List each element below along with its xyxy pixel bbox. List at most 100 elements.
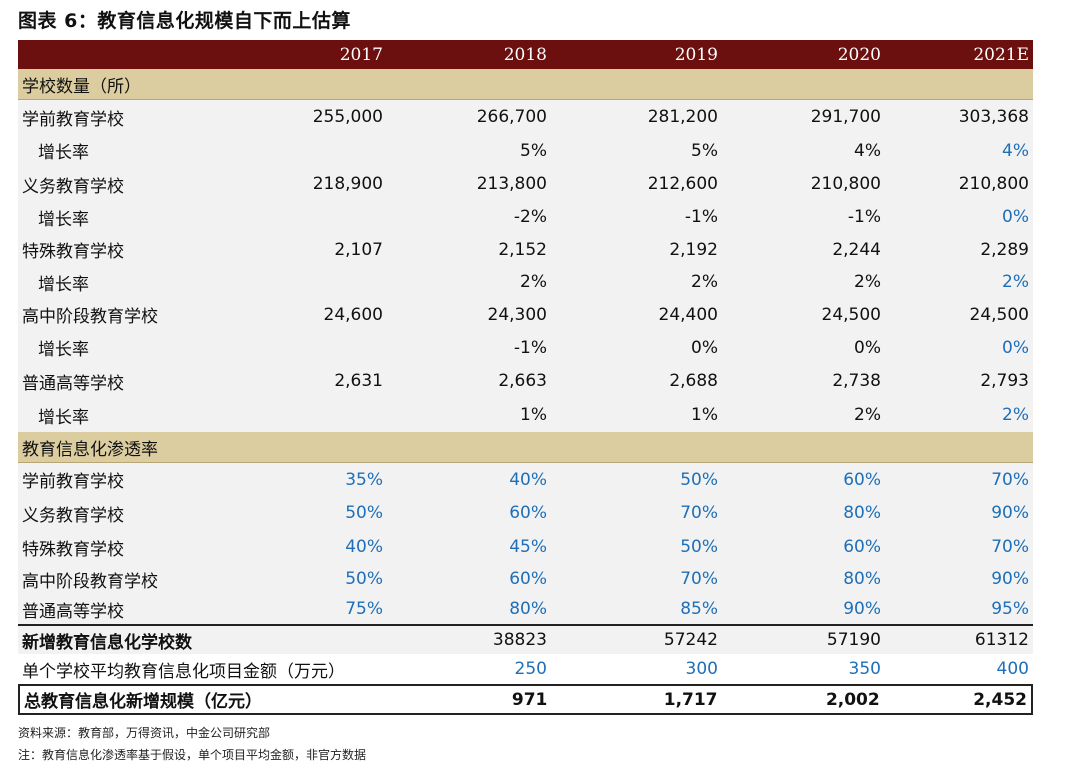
table-cell: 2,688	[669, 371, 718, 391]
header-cell: 2018	[503, 44, 547, 65]
table-cell: 50%	[680, 469, 718, 490]
row-label: 特殊教育学校	[22, 539, 124, 560]
section-header-penetration: 教育信息化渗透率	[18, 432, 1033, 463]
row-label: 普通高等学校	[22, 601, 124, 622]
new-schools-row: 新增教育信息化学校数 38823 57242 57190 61312	[18, 624, 1033, 654]
growth-row: 增长率 5% 5% 4% 4%	[18, 134, 1033, 167]
row-label: 普通高等学校	[22, 373, 124, 394]
table-cell: 50%	[345, 503, 383, 523]
row-label: 高中阶段教育学校	[22, 307, 158, 327]
table-cell: 70%	[680, 503, 718, 523]
row-label: 学前教育学校	[22, 109, 124, 130]
table-cell: 40%	[345, 537, 383, 557]
header-cell: 2020	[837, 44, 881, 65]
penetration-row: 特殊教育学校 40% 45% 50% 60% 70%	[18, 530, 1033, 564]
row-label: 增长率	[38, 209, 89, 230]
table-cell: 266,700	[476, 107, 547, 127]
table-cell: 50%	[345, 569, 383, 589]
table-cell: 2%	[691, 272, 718, 292]
table-cell: 45%	[509, 537, 547, 557]
table-cell: 1%	[691, 405, 718, 425]
header-cell: 2017	[339, 44, 383, 65]
penetration-row: 普通高等学校 75% 80% 85% 90% 95%	[18, 594, 1033, 624]
table-cell: 1,717	[663, 689, 718, 710]
table-cell: 4%	[1002, 140, 1029, 161]
table-cell: 38823	[492, 630, 547, 650]
table-cell: 24,500	[821, 304, 881, 325]
table-cell: 5%	[691, 140, 718, 161]
growth-row: 增长率 1% 1% 2% 2%	[18, 398, 1033, 432]
section-header-school-count: 学校数量（所）	[18, 69, 1033, 100]
table-cell: -1%	[513, 337, 547, 358]
section-label: 教育信息化渗透率	[22, 439, 158, 460]
row-label: 增长率	[38, 407, 89, 428]
table-cell: 210,800	[958, 174, 1029, 194]
table-cell: 0%	[691, 337, 718, 358]
table-cell: 2,452	[973, 689, 1027, 710]
table-cell: 212,600	[647, 174, 718, 194]
table-cell: 250	[514, 659, 547, 679]
table-cell: 255,000	[312, 107, 383, 127]
table-row: 义务教育学校 218,900 213,800 212,600 210,800 2…	[18, 167, 1033, 201]
source-note: 资料来源：教育部，万得资讯，中金公司研究部	[18, 726, 271, 740]
row-label: 单个学校平均教育信息化项目金额（万元）	[22, 661, 345, 682]
table-cell: 2,107	[334, 239, 383, 260]
table-cell: 60%	[843, 469, 881, 490]
total-row: 总教育信息化新增规模（亿元） 971 1,717 2,002 2,452	[18, 684, 1033, 715]
penetration-row: 高中阶段教育学校 50% 60% 70% 80% 90%	[18, 564, 1033, 594]
table-cell: 80%	[843, 569, 881, 589]
table-cell: 61312	[974, 630, 1029, 650]
table-cell: 291,700	[810, 107, 881, 127]
table-cell: 4%	[854, 140, 881, 161]
table-cell: 2,244	[832, 239, 881, 260]
penetration-row: 学前教育学校 35% 40% 50% 60% 70%	[18, 463, 1033, 496]
table-row: 高中阶段教育学校 24,600 24,300 24,400 24,500 24,…	[18, 298, 1033, 331]
row-label: 学前教育学校	[22, 472, 124, 492]
section-label: 学校数量（所）	[22, 76, 141, 97]
table-cell: 57190	[826, 630, 881, 650]
table-cell: 2,793	[980, 371, 1029, 391]
estimate-table: 2017 2018 2019 2020 2021E 学校数量（所） 学前教育学校…	[18, 40, 1033, 715]
table-cell: 0%	[854, 337, 881, 358]
table-cell: 2,289	[980, 239, 1029, 260]
table-cell: 60%	[843, 537, 881, 557]
table-cell: 350	[848, 659, 881, 679]
row-label: 增长率	[38, 340, 89, 360]
table-cell: 303,368	[958, 107, 1029, 127]
table-cell: 2%	[520, 272, 547, 292]
table-cell: 213,800	[476, 174, 547, 194]
table-cell: 60%	[509, 503, 547, 523]
table-row: 普通高等学校 2,631 2,663 2,688 2,738 2,793	[18, 364, 1033, 398]
table-cell: 2%	[854, 272, 881, 292]
table-cell: 70%	[680, 569, 718, 589]
table-cell: 35%	[345, 469, 383, 490]
table-cell: 0%	[1002, 207, 1029, 227]
growth-row: 增长率 2% 2% 2% 2%	[18, 266, 1033, 298]
row-label: 高中阶段教育学校	[22, 571, 158, 592]
table-cell: 95%	[991, 599, 1029, 619]
header-cell: 2019	[674, 44, 718, 65]
table-cell: 5%	[520, 140, 547, 161]
table-cell: 2,631	[334, 371, 383, 391]
table-cell: 90%	[843, 599, 881, 619]
table-header-row: 2017 2018 2019 2020 2021E	[18, 40, 1033, 69]
table-cell: 1%	[520, 405, 547, 425]
table-cell: -1%	[684, 207, 718, 227]
table-cell: 60%	[509, 569, 547, 589]
row-label: 新增教育信息化学校数	[22, 632, 192, 653]
table-cell: 85%	[680, 599, 718, 619]
table-cell: 24,300	[487, 304, 547, 325]
table-cell: -2%	[513, 207, 547, 227]
table-cell: 2,192	[669, 239, 718, 260]
table-cell: 300	[685, 659, 718, 679]
row-label: 总教育信息化新增规模（亿元）	[24, 692, 262, 712]
row-label: 增长率	[38, 143, 89, 163]
row-label: 特殊教育学校	[22, 242, 124, 262]
row-label: 义务教育学校	[22, 176, 124, 197]
table-cell: 0%	[1002, 337, 1029, 358]
table-cell: 24,600	[323, 304, 383, 325]
table-cell: 400	[996, 659, 1029, 679]
table-cell: 2%	[1002, 272, 1029, 292]
penetration-row: 义务教育学校 50% 60% 70% 80% 90%	[18, 496, 1033, 530]
table-cell: 210,800	[810, 174, 881, 194]
